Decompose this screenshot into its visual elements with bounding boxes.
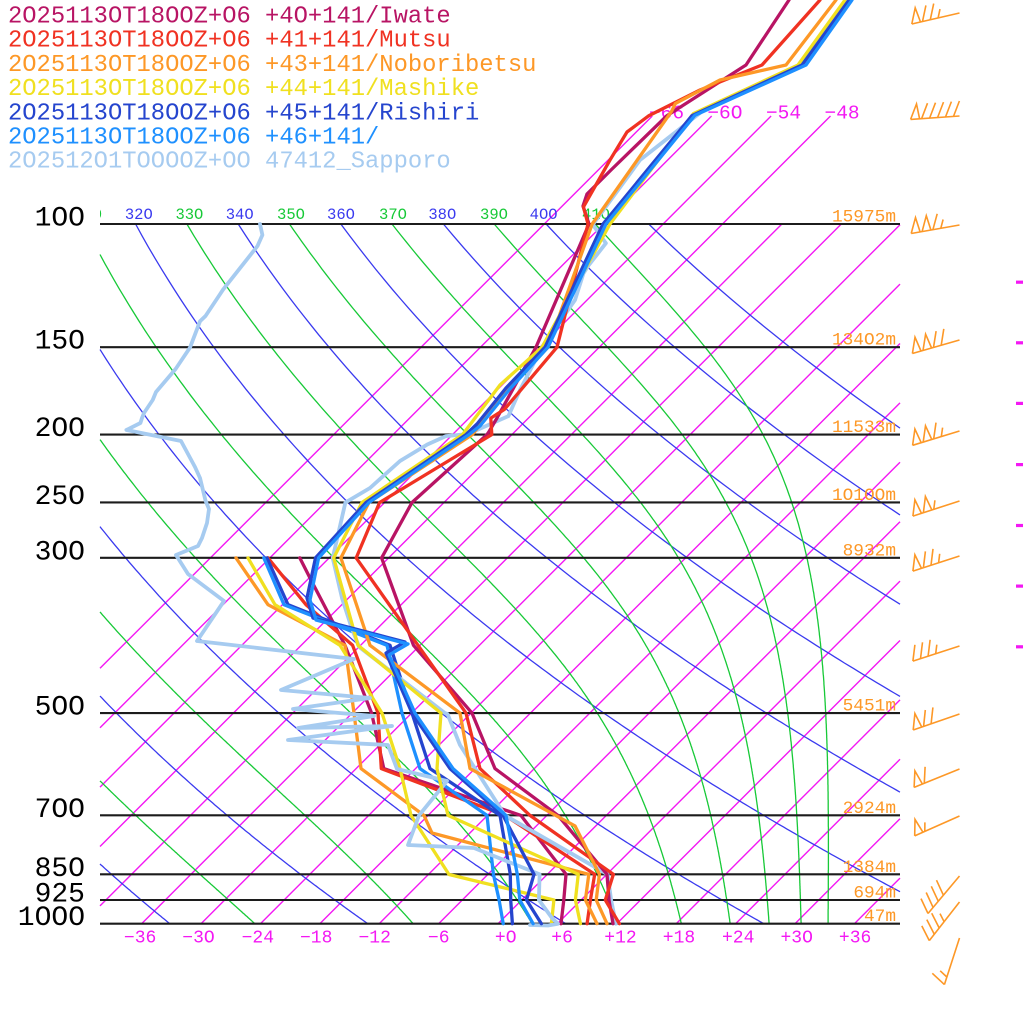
- svg-text:+18: +18: [663, 929, 695, 949]
- svg-text:2O2512O1TOOOOZ+OO 47412_Sappor: 2O2512O1TOOOOZ+OO 47412_Sapporo: [8, 149, 451, 176]
- svg-text:32O: 32O: [125, 206, 153, 224]
- svg-text:1O1OOm: 1O1OOm: [832, 486, 896, 506]
- svg-text:5451m: 5451m: [843, 697, 896, 717]
- svg-text:−6: −6: [428, 929, 450, 949]
- svg-text:35O: 35O: [277, 206, 305, 224]
- svg-text:−18: −18: [300, 929, 332, 949]
- svg-text:−12: −12: [358, 929, 390, 949]
- svg-text:−54: −54: [766, 102, 801, 124]
- svg-text:−36: −36: [124, 929, 156, 949]
- svg-text:+6: +6: [551, 929, 573, 949]
- svg-text:36O: 36O: [327, 206, 355, 224]
- svg-text:2O25113OT18OOZ+O6 +44+141/Mash: 2O25113OT18OOZ+O6 +44+141/Mashike: [8, 76, 479, 103]
- svg-text:−3O: −3O: [182, 929, 214, 949]
- svg-text:134O2m: 134O2m: [832, 331, 896, 351]
- svg-text:8932m: 8932m: [843, 541, 896, 561]
- svg-text:+36: +36: [839, 929, 871, 949]
- svg-text:2OO: 2OO: [35, 414, 85, 445]
- svg-text:694m: 694m: [853, 884, 896, 904]
- svg-text:2O25113OT18OOZ+O6 +4O+141/Iwat: 2O25113OT18OOZ+O6 +4O+141/Iwate: [8, 4, 451, 31]
- svg-text:5OO: 5OO: [35, 693, 85, 724]
- svg-text:−24: −24: [242, 929, 274, 949]
- svg-text:1OO: 1OO: [35, 204, 85, 235]
- svg-text:4OO: 4OO: [530, 206, 558, 224]
- svg-text:34O: 34O: [226, 206, 254, 224]
- svg-text:39O: 39O: [480, 206, 508, 224]
- svg-text:1384m: 1384m: [843, 858, 896, 878]
- svg-text:3OO: 3OO: [35, 537, 85, 568]
- svg-text:+O: +O: [495, 929, 517, 949]
- svg-text:+3O: +3O: [780, 929, 812, 949]
- svg-text:2O25113OT18OOZ+O6 +43+141/Nobo: 2O25113OT18OOZ+O6 +43+141/Noboribetsu: [8, 52, 536, 79]
- svg-text:15975m: 15975m: [832, 208, 896, 228]
- svg-text:37O: 37O: [379, 206, 407, 224]
- svg-text:2924m: 2924m: [843, 799, 896, 819]
- svg-text:2O25113OT18OOZ+O6 +45+141/Rish: 2O25113OT18OOZ+O6 +45+141/Rishiri: [8, 100, 479, 127]
- svg-text:+12: +12: [604, 929, 636, 949]
- svg-text:33O: 33O: [175, 206, 203, 224]
- svg-text:7OO: 7OO: [35, 795, 85, 826]
- svg-text:38O: 38O: [428, 206, 456, 224]
- svg-text:47m: 47m: [864, 907, 896, 927]
- svg-text:+24: +24: [722, 929, 754, 949]
- svg-text:1OOO: 1OOO: [18, 903, 85, 934]
- svg-text:15O: 15O: [35, 327, 85, 358]
- svg-text:2O25113OT18OOZ+O6 +46+141/: 2O25113OT18OOZ+O6 +46+141/: [8, 125, 379, 152]
- svg-text:11533m: 11533m: [832, 418, 896, 438]
- svg-text:25O: 25O: [35, 482, 85, 513]
- svg-text:−48: −48: [825, 102, 860, 124]
- svg-text:2O25113OT18OOZ+O6 +41+141/Muts: 2O25113OT18OOZ+O6 +41+141/Mutsu: [8, 28, 451, 55]
